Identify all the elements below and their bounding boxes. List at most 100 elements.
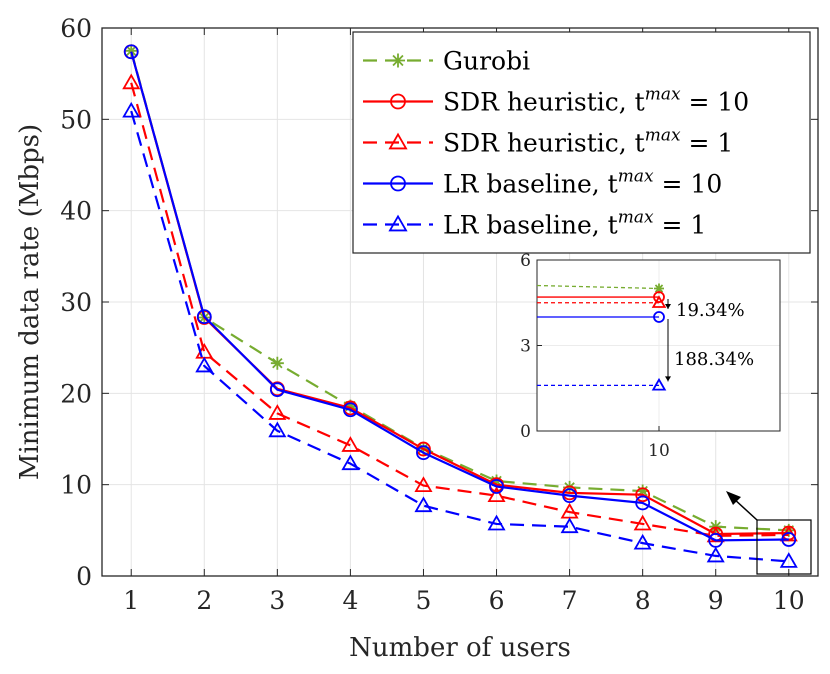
inset-data-point bbox=[651, 377, 667, 391]
annotation-arrow-1-head bbox=[665, 304, 671, 309]
legend-label-main: SDR heuristic, t bbox=[443, 129, 645, 158]
y-axis-label: Minimum data rate (Mbps) bbox=[15, 124, 45, 480]
y-tick-label: 30 bbox=[60, 288, 92, 317]
series-line bbox=[130, 110, 789, 563]
legend-marker bbox=[391, 53, 405, 68]
data-point bbox=[343, 399, 357, 413]
x-tick-label: 6 bbox=[489, 586, 505, 615]
data-point bbox=[633, 533, 652, 550]
legend-label-sup: max bbox=[645, 126, 681, 146]
legend-label-sup: max bbox=[618, 167, 654, 187]
legend-label-tail: = 10 bbox=[681, 88, 750, 117]
annotation-label-2: 188.34% bbox=[674, 349, 754, 370]
legend-label-main: LR baseline, t bbox=[443, 170, 618, 199]
legend-label: SDR heuristic, tmax = 10 bbox=[443, 85, 749, 117]
data-point bbox=[706, 546, 725, 563]
legend-item: LR baseline, tmax = 10 bbox=[363, 167, 722, 199]
x-tick-label: 3 bbox=[269, 586, 285, 615]
inset-plot: 0 3 6 10 19.34% 188.34% bbox=[520, 251, 781, 461]
data-point bbox=[343, 402, 358, 418]
data-point bbox=[487, 486, 506, 503]
zoom-box bbox=[756, 519, 812, 575]
zoom-arrow-head bbox=[726, 491, 741, 505]
legend-label: SDR heuristic, tmax = 1 bbox=[443, 126, 733, 158]
data-point bbox=[341, 454, 360, 471]
legend-label: LR baseline, tmax = 1 bbox=[443, 208, 706, 240]
legend-label-main: Gurobi bbox=[443, 47, 530, 76]
legend-marker bbox=[390, 175, 406, 192]
data-point bbox=[268, 404, 287, 420]
legend-label-tail: = 1 bbox=[654, 211, 707, 240]
y-tick-label: 40 bbox=[60, 197, 92, 226]
x-tick-label: 1 bbox=[123, 586, 139, 615]
data-point bbox=[635, 487, 651, 503]
inset-y-tick-label: 0 bbox=[520, 422, 531, 442]
x-tick-label: 8 bbox=[635, 586, 651, 615]
series-line bbox=[130, 82, 789, 537]
inset-frame bbox=[536, 259, 781, 432]
data-point bbox=[490, 474, 504, 488]
data-point bbox=[635, 495, 651, 511]
data-point bbox=[414, 496, 433, 513]
legend-item: SDR heuristic, tmax = 1 bbox=[363, 126, 733, 158]
data-point bbox=[123, 44, 139, 60]
data-point bbox=[414, 476, 433, 493]
legend-label: Gurobi bbox=[443, 47, 530, 76]
data-point bbox=[341, 436, 360, 452]
y-tick-label: 50 bbox=[60, 105, 92, 134]
data-point bbox=[560, 517, 579, 534]
data-point bbox=[270, 356, 284, 370]
annotation-label-1: 19.34% bbox=[676, 300, 745, 321]
inset-data-point bbox=[654, 283, 664, 294]
x-tick-label: 10 bbox=[773, 586, 805, 615]
legend-label-sup: max bbox=[618, 208, 654, 228]
legend-item: SDR heuristic, tmax = 10 bbox=[363, 85, 749, 117]
inset-data-point bbox=[651, 295, 667, 308]
data-point bbox=[122, 101, 141, 118]
data-point bbox=[122, 73, 141, 90]
legend-item: Gurobi bbox=[363, 47, 530, 76]
legend-label-main: SDR heuristic, t bbox=[443, 88, 645, 117]
inset-series-line bbox=[536, 284, 660, 290]
data-point bbox=[633, 514, 652, 531]
y-tick-label: 10 bbox=[60, 471, 92, 500]
x-tick-label: 9 bbox=[708, 586, 724, 615]
x-axis-label: Number of users bbox=[349, 633, 571, 663]
legend-label: LR baseline, tmax = 10 bbox=[443, 167, 722, 199]
x-tick-label: 5 bbox=[416, 586, 432, 615]
legend-label-tail: = 1 bbox=[681, 129, 734, 158]
inset-y-tick-label: 6 bbox=[520, 251, 531, 271]
y-tick-label: 60 bbox=[60, 14, 92, 43]
data-point bbox=[781, 532, 797, 547]
x-tick-label: 7 bbox=[562, 586, 578, 615]
data-point bbox=[124, 44, 138, 58]
annotation-arrow-2-head bbox=[665, 376, 671, 382]
series-3 bbox=[123, 44, 797, 548]
series-4 bbox=[122, 101, 798, 568]
y-tick-label: 20 bbox=[60, 379, 92, 408]
data-point bbox=[636, 484, 650, 498]
data-point bbox=[782, 523, 796, 537]
series-layer bbox=[122, 44, 798, 568]
legend-label-main: LR baseline, t bbox=[443, 211, 618, 240]
data-point bbox=[779, 552, 798, 568]
data-point bbox=[489, 479, 504, 494]
x-tick-label: 2 bbox=[196, 586, 212, 615]
x-tick-label: 4 bbox=[342, 586, 358, 615]
data-point bbox=[563, 480, 577, 494]
y-tick-label: 0 bbox=[76, 562, 92, 591]
data-point bbox=[416, 445, 431, 461]
data-point bbox=[268, 421, 287, 438]
inset-data-point bbox=[653, 291, 665, 303]
legend-item: LR baseline, tmax = 1 bbox=[363, 208, 706, 240]
legend-marker bbox=[388, 214, 408, 232]
data-point bbox=[562, 488, 577, 504]
legend-label-sup: max bbox=[645, 85, 681, 105]
series-line bbox=[130, 51, 789, 542]
data-point bbox=[196, 309, 212, 325]
inset-y-tick-label: 3 bbox=[520, 337, 531, 357]
data-point bbox=[195, 356, 214, 373]
